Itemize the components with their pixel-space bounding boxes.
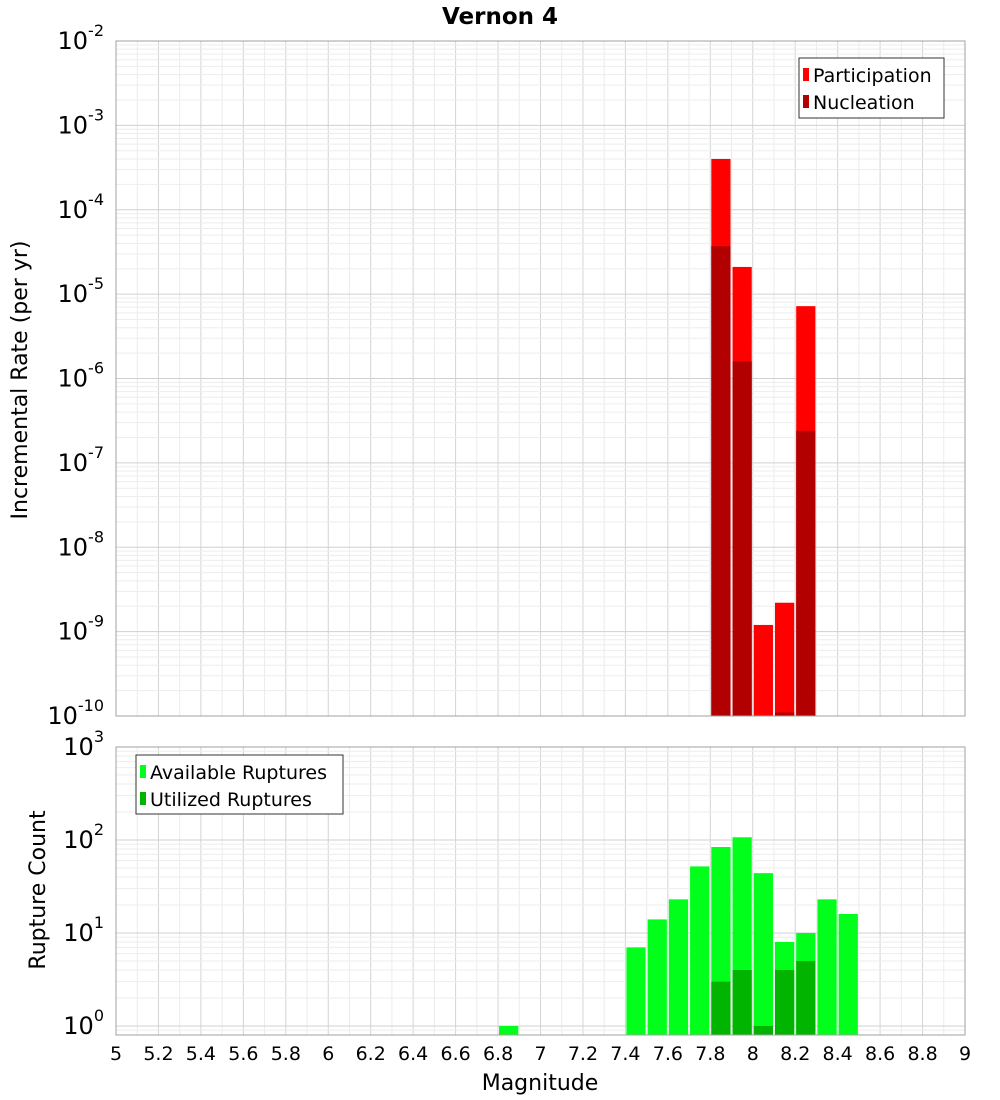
y-tick-label: 103 xyxy=(63,727,104,761)
bottom-panel: 100 101 102 103 Available Ruptures Utilized R… xyxy=(63,727,966,1040)
y-tick-label: 10-2 xyxy=(58,21,105,55)
bars xyxy=(499,837,858,1035)
x-tick-label: 8.2 xyxy=(780,1043,810,1065)
legend-label: Utilized Ruptures xyxy=(150,789,312,811)
legend-label: Available Ruptures xyxy=(150,762,327,784)
x-tick-labels: 5 5.2 5.4 5.6 5.8 6 6.2 6.4 6.6 6.8 7 7.2 7.4 7.6 7.8 8… xyxy=(110,1043,971,1065)
x-tick-label: 8.4 xyxy=(823,1043,853,1065)
bar-nucleation xyxy=(774,712,795,716)
legend-swatch xyxy=(140,765,146,778)
x-tick-label: 8.8 xyxy=(907,1043,937,1065)
y-tick-label: 10-9 xyxy=(58,612,105,646)
x-tick-label: 7.6 xyxy=(653,1043,683,1065)
legend: Participation Nucleation xyxy=(798,57,945,119)
y-tick-label: 102 xyxy=(63,820,104,854)
bar-nucleation xyxy=(796,430,816,716)
legend-box xyxy=(798,57,945,119)
bar-utilized-ruptures xyxy=(774,969,795,1035)
x-tick-label: 5.4 xyxy=(186,1043,216,1065)
y-tick-labels: 100 101 102 103 xyxy=(63,727,104,1040)
bar-available-ruptures xyxy=(838,914,858,1035)
x-tick-label: 7 xyxy=(534,1043,546,1065)
legend-swatch xyxy=(140,792,146,805)
x-tick-label: 5.8 xyxy=(271,1043,301,1065)
bar-utilized-ruptures xyxy=(753,1025,773,1035)
bar-available-ruptures xyxy=(499,1025,519,1035)
x-tick-label: 6 xyxy=(322,1043,334,1065)
bar-nucleation xyxy=(711,246,731,716)
y-tick-label: 10-7 xyxy=(58,443,105,477)
bar-available-ruptures xyxy=(753,873,773,1035)
bar-utilized-ruptures xyxy=(711,981,731,1035)
x-tick-label: 6.6 xyxy=(440,1043,470,1065)
legend-label: Participation xyxy=(813,65,932,87)
bar-utilized-ruptures xyxy=(796,960,816,1035)
bar-participation xyxy=(753,624,773,716)
top-panel: 10-10 10-9 10-8 10-7 10-6 10-5 10-4 10-3 10-2 Par… xyxy=(47,21,966,730)
x-tick-label: 9 xyxy=(959,1043,971,1065)
bottom-panel-y-axis-label: Rupture Count xyxy=(26,810,51,970)
y-tick-label: 101 xyxy=(63,913,104,947)
x-tick-label: 8 xyxy=(747,1043,759,1065)
legend: Available Ruptures Utilized Ruptures xyxy=(135,754,344,815)
plot-frame xyxy=(115,40,966,717)
bar-available-ruptures xyxy=(668,899,689,1035)
x-tick-label: 6.2 xyxy=(356,1043,386,1065)
x-tick-label: 8.6 xyxy=(865,1043,895,1065)
legend-swatch xyxy=(803,68,809,81)
bar-available-ruptures xyxy=(817,899,837,1035)
grid xyxy=(115,40,966,717)
legend-label: Nucleation xyxy=(813,92,915,114)
x-tick-label: 5.6 xyxy=(228,1043,258,1065)
chart-title: Vernon 4 xyxy=(442,4,558,30)
bar-participation xyxy=(774,602,795,716)
bar-available-ruptures xyxy=(647,919,667,1035)
plot-frame xyxy=(115,746,966,1036)
x-tick-label: 7.2 xyxy=(568,1043,598,1065)
x-axis-label: Magnitude xyxy=(482,1071,599,1096)
y-tick-label: 10-3 xyxy=(58,105,105,139)
x-tick-label: 6.8 xyxy=(483,1043,513,1065)
y-tick-label: 10-4 xyxy=(58,190,105,224)
y-tick-label: 10-8 xyxy=(58,527,105,561)
x-tick-label: 7.4 xyxy=(610,1043,640,1065)
y-tick-label: 10-6 xyxy=(58,359,105,393)
bar-utilized-ruptures xyxy=(732,969,752,1035)
x-tick-label: 6.4 xyxy=(398,1043,428,1065)
legend-box xyxy=(135,754,344,815)
y-tick-label: 10-5 xyxy=(58,274,105,308)
y-tick-label: 10-10 xyxy=(47,696,104,730)
bars xyxy=(711,158,816,717)
bar-nucleation xyxy=(732,361,752,716)
top-panel-y-axis-label: Incremental Rate (per yr) xyxy=(8,241,33,520)
bar-available-ruptures xyxy=(626,947,646,1035)
x-tick-label: 7.8 xyxy=(695,1043,725,1065)
y-tick-labels: 10-10 10-9 10-8 10-7 10-6 10-5 10-4 10-3 10-2 xyxy=(47,21,104,730)
x-tick-label: 5 xyxy=(110,1043,122,1065)
x-tick-label: 5.2 xyxy=(143,1043,173,1065)
legend-swatch xyxy=(803,95,809,108)
bar-available-ruptures xyxy=(690,866,710,1035)
y-tick-label: 100 xyxy=(63,1006,104,1040)
